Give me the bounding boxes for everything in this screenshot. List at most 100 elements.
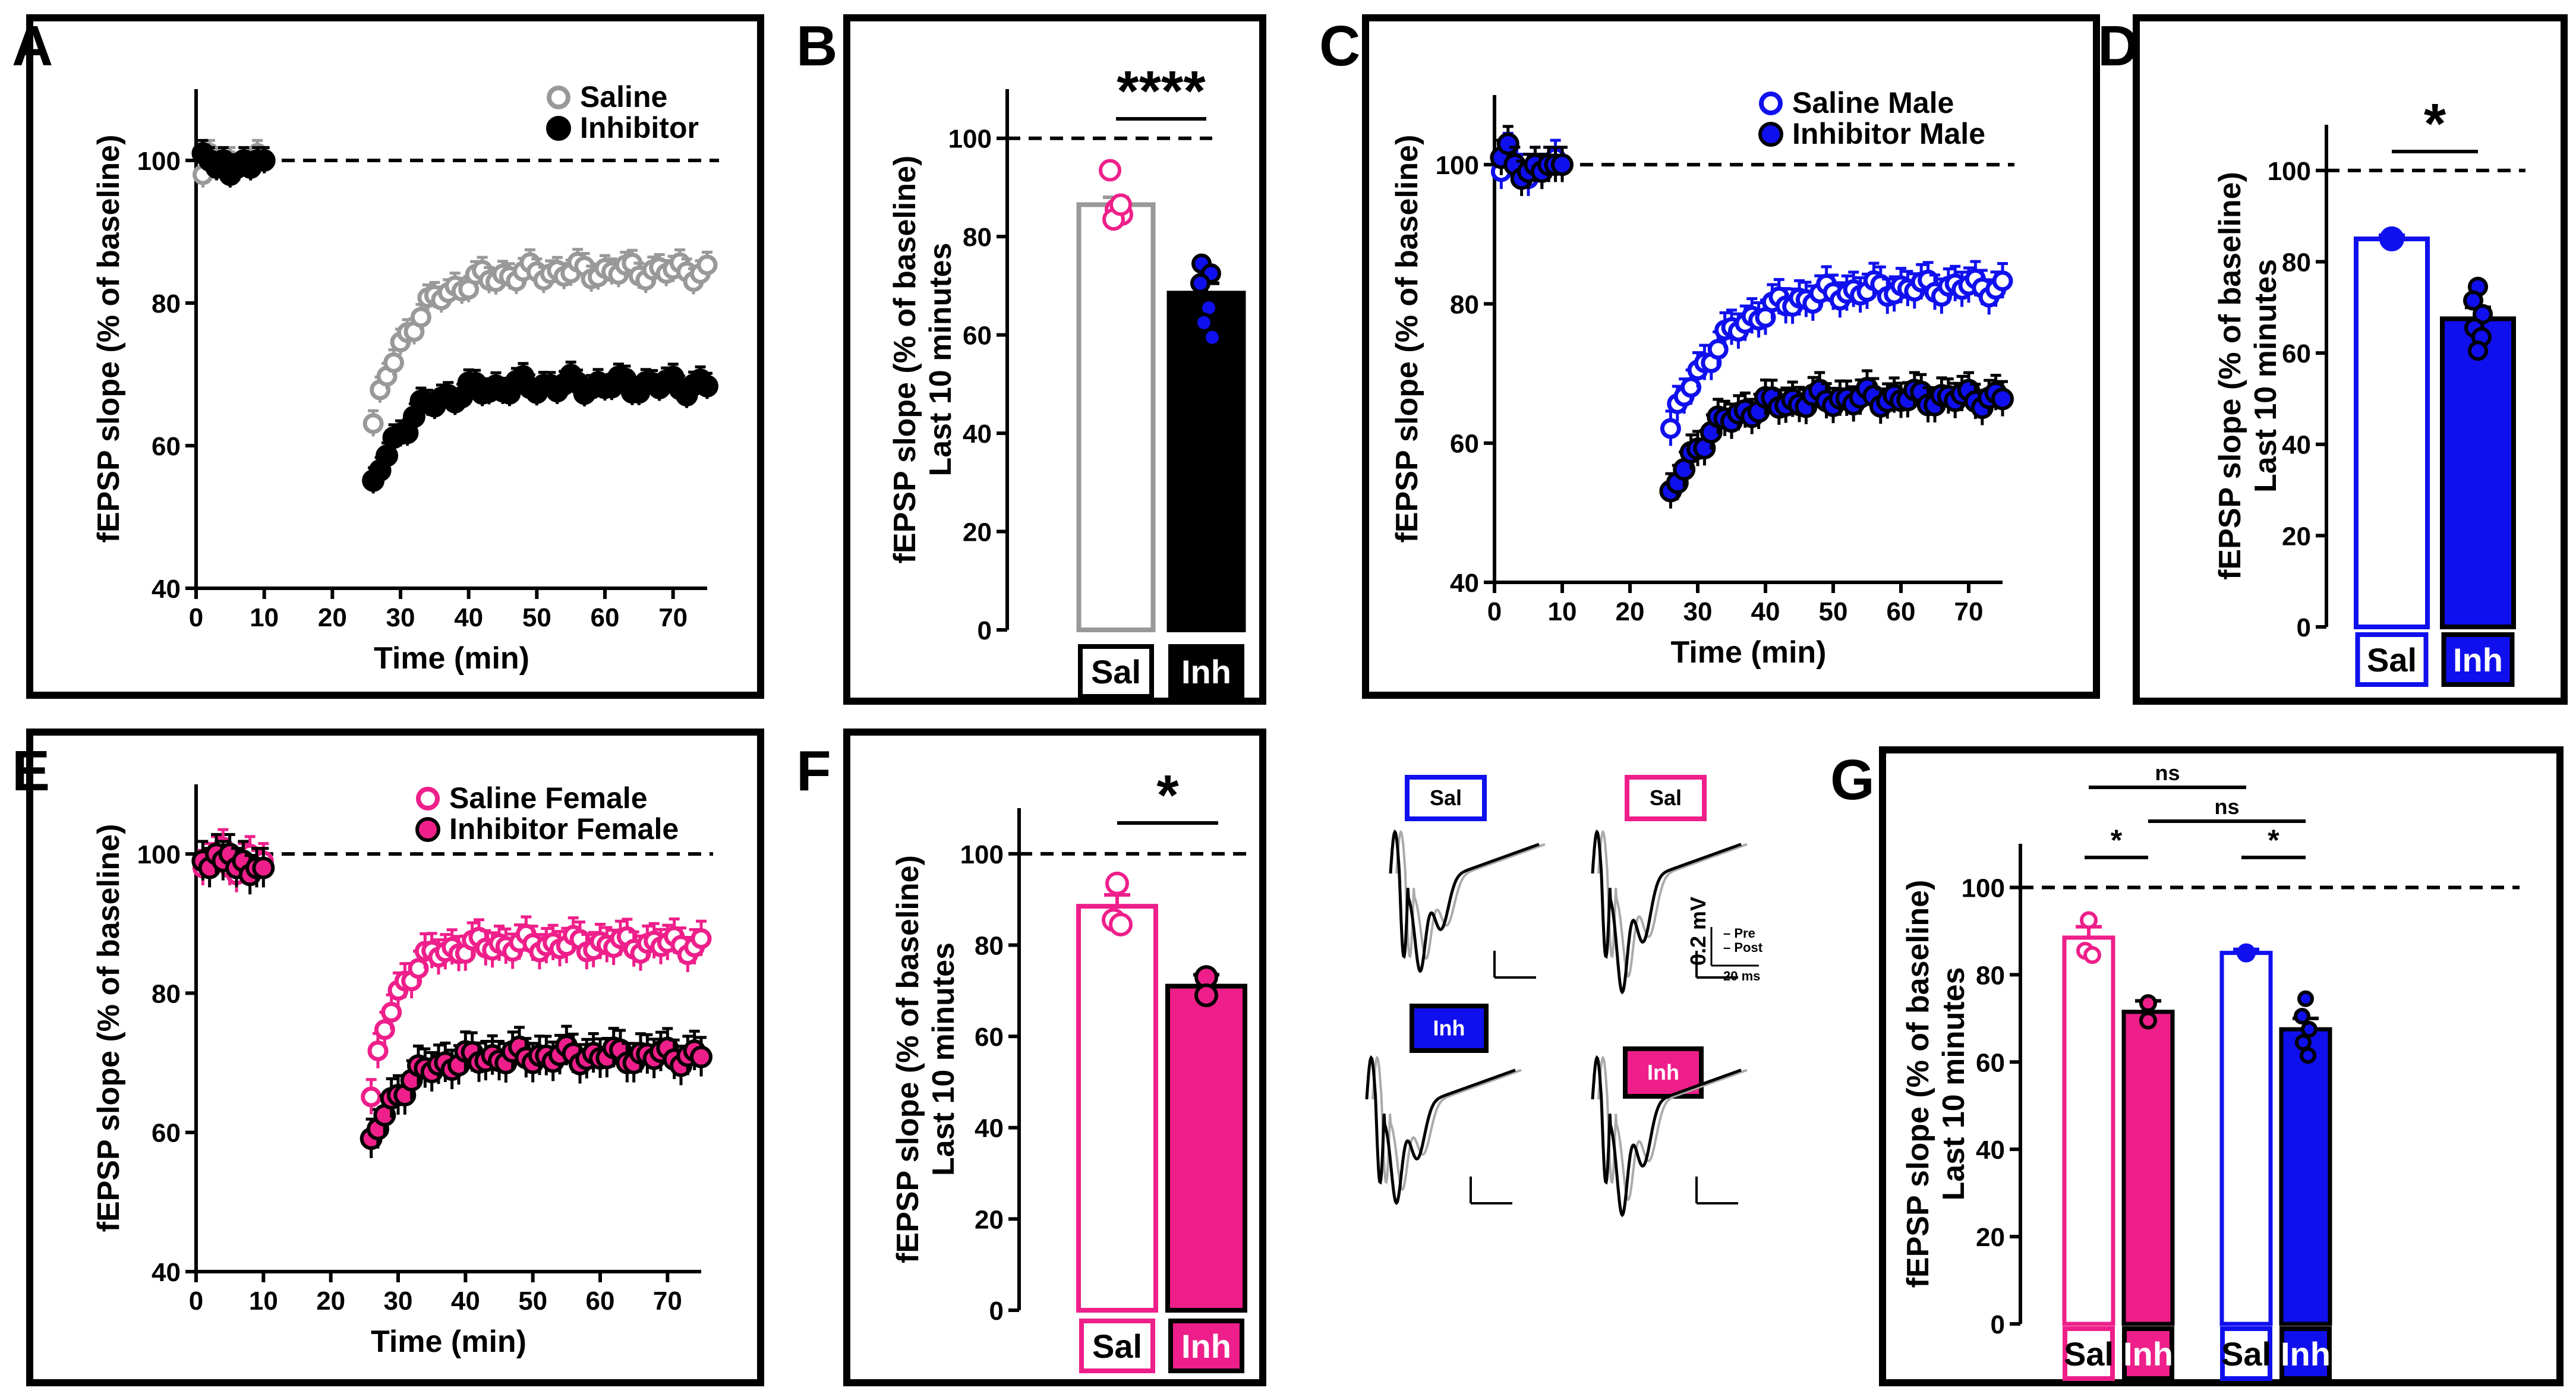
trace-panel: Sal Sal Inh Inh 0.2 mV – Pre– Post 20 ms <box>1365 775 1763 1218</box>
y-axis-label: Last 10 minutes <box>926 942 961 1176</box>
data-point <box>1660 418 1681 439</box>
legend-label: Inhibitor Male <box>1792 117 1985 150</box>
y-tick-label: 80 <box>1450 290 1479 319</box>
trace-label-box <box>1625 775 1707 821</box>
trace-line <box>1389 829 1540 973</box>
panel-label: F <box>796 739 831 803</box>
data-point <box>2083 946 2101 964</box>
data-point <box>1992 270 2013 292</box>
y-tick-label: 40 <box>152 575 181 604</box>
trace-label: Sal <box>1650 786 1682 810</box>
significance-label: * <box>2111 824 2123 857</box>
panel-label: A <box>12 14 53 78</box>
data-point <box>1105 871 1129 895</box>
data-point <box>383 352 405 373</box>
legend-label: Inhibitor Female <box>449 812 679 846</box>
trace-line <box>1591 1055 1742 1218</box>
panel-c: C 40 60 80 100 0 10 20 30 40 50 60 70 Time (min) fEPSP… <box>1319 14 2100 699</box>
x-axis-label: Time (min) <box>371 1325 526 1359</box>
panel-a: A 40 60 80 100 0 10 20 30 40 50 60 70 Time (min) fEPSP… <box>12 14 764 699</box>
series-inhibitor-male <box>1490 125 2014 509</box>
data-point <box>2294 1008 2310 1025</box>
x-axis-label: Time (min) <box>1671 635 1827 670</box>
y-tick-label: 40 <box>975 1114 1004 1143</box>
data-point <box>1680 377 1702 398</box>
data-point <box>1707 339 1729 360</box>
data-point <box>1109 193 1132 216</box>
x-axis-label: Time (min) <box>374 641 529 676</box>
x-tick-label: 50 <box>1819 597 1848 626</box>
legend-marker <box>547 86 570 109</box>
data-point <box>2300 1047 2316 1064</box>
y-tick-label: 20 <box>963 518 992 547</box>
data-point <box>1099 159 1121 182</box>
panel-frame <box>843 14 1266 705</box>
data-point <box>2379 226 2404 252</box>
data-point <box>381 1001 402 1023</box>
y-axis-label: fEPSP slope (% of baseline) <box>891 855 925 1263</box>
significance-label: * <box>1156 764 1179 827</box>
panel-frame <box>1879 746 2564 1386</box>
category-box <box>2122 1326 2174 1381</box>
x-tick-label: 50 <box>522 603 551 632</box>
x-tick-label: 0 <box>189 1286 203 1316</box>
data-point <box>1991 387 2014 411</box>
x-tick-label: 10 <box>1548 597 1577 626</box>
category-label: Inh <box>2123 1335 2173 1373</box>
y-tick-label: 20 <box>2282 522 2311 551</box>
trace-label: Sal <box>1430 786 1462 810</box>
y-tick-label: 80 <box>1976 961 2005 990</box>
legend-label: Saline Female <box>449 781 648 815</box>
y-tick-label: 80 <box>152 979 181 1008</box>
data-point <box>374 1019 395 1040</box>
trace-line <box>1591 829 1742 995</box>
significance-label: ns <box>2214 794 2239 819</box>
data-point <box>253 149 276 172</box>
category-label: Sal <box>2221 1335 2271 1373</box>
legend-marker <box>1759 92 1783 115</box>
y-axis-label: fEPSP slope (% of baseline) <box>2213 172 2247 580</box>
trace-line <box>1395 830 1546 960</box>
trace-line <box>1365 1055 1516 1205</box>
y-tick-label: 60 <box>152 432 181 461</box>
data-point <box>2139 994 2157 1013</box>
y-axis-label: Last 10 minutes <box>2249 259 2283 493</box>
category-box <box>2441 632 2515 687</box>
panel-frame <box>1362 14 2100 699</box>
trace-label-box <box>1405 775 1487 821</box>
y-tick-label: 40 <box>2282 431 2311 460</box>
y-tick-label: 0 <box>1991 1310 2005 1339</box>
category-box <box>1079 1319 1155 1373</box>
category-label: Sal <box>2064 1335 2114 1373</box>
data-point <box>2139 1011 2157 1030</box>
data-point <box>362 413 384 434</box>
y-tick-label: 0 <box>989 1297 1004 1326</box>
x-tick-label: 60 <box>586 1286 615 1316</box>
category-label: Sal <box>2367 641 2417 679</box>
y-tick-label: 0 <box>2297 613 2311 642</box>
y-axis-label: fEPSP slope (% of baseline) <box>1901 880 1935 1288</box>
significance-label: * <box>2268 824 2279 857</box>
x-tick-label: 40 <box>451 1286 480 1316</box>
category-box <box>1168 644 1244 699</box>
data-point <box>410 307 431 328</box>
x-tick-label: 70 <box>653 1286 682 1316</box>
y-tick-label: 20 <box>975 1205 1004 1234</box>
x-tick-label: 50 <box>518 1286 547 1316</box>
panel-g: G 0 20 40 60 80 100 fEPSP slope (% of baseline)… <box>1830 746 2564 1386</box>
data-point <box>361 1086 382 1108</box>
x-tick-label: 0 <box>1487 597 1502 626</box>
y-tick-label: 40 <box>1450 569 1479 598</box>
x-tick-label: 20 <box>1616 597 1645 626</box>
scale-time: 20 ms <box>1723 969 1760 983</box>
x-tick-label: 30 <box>1683 597 1713 626</box>
category-label: Inh <box>1181 1327 1231 1365</box>
y-axis-label: fEPSP slope (% of baseline) <box>1390 135 1424 543</box>
y-axis-label: fEPSP slope (% of baseline) <box>888 156 922 564</box>
series-saline <box>192 138 718 437</box>
y-tick-label: 60 <box>1450 430 1479 459</box>
panel-frame <box>843 729 1266 1386</box>
significance-label: **** <box>1117 59 1206 123</box>
panel-frame <box>26 729 764 1386</box>
